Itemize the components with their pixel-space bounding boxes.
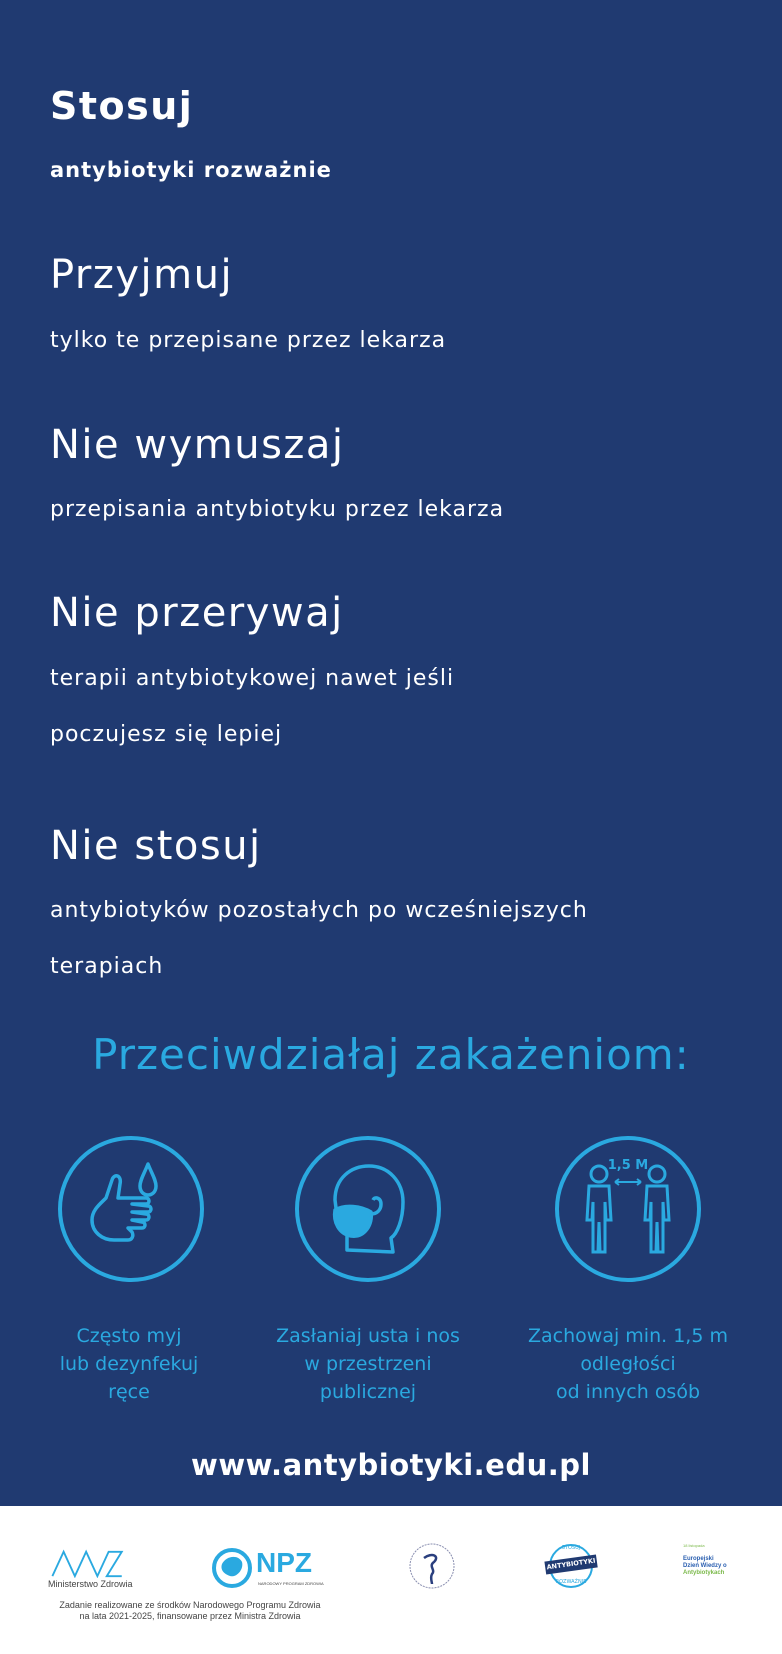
rule-text: antybiotyków pozostałych po wcześniejszy… <box>50 898 588 923</box>
prevention-caption: Często myj lub dezynfekuj ręce <box>59 1325 199 1403</box>
rule-title: Przyjmuj <box>50 252 234 298</box>
rule-text: poczujesz się lepiej <box>50 722 283 747</box>
poster: Stosuj antybiotyki rozważnie Przyjmuj ty… <box>0 0 782 1506</box>
face-mask-icon <box>295 1136 441 1282</box>
hand-wash-icon <box>58 1136 204 1282</box>
rule-text: antybiotyki rozważnie <box>50 158 332 182</box>
rule-title: Nie stosuj <box>50 823 262 869</box>
ministry-of-health-logo: Ministerstwo Zdrowia <box>48 1548 133 1590</box>
institute-seal-logo <box>408 1542 456 1594</box>
rule-text: terapii antybiotykowej nawet jeśli <box>50 666 455 691</box>
prevention-caption: Zasłaniaj usta i nos w przestrzeni publicz… <box>276 1325 460 1403</box>
npz-logo: NPZ NARODOWY PROGRAM ZDROWIA <box>212 1548 324 1590</box>
rule-title: Stosuj <box>50 84 194 128</box>
rule-title: Nie przerywaj <box>50 590 344 636</box>
stosuj-antybiotyki-badge: STOSUJ ANTYBIOTYKI ROZWAŻNIE <box>544 1544 598 1588</box>
rule-text: przepisania antybiotyku przez lekarza <box>50 497 505 522</box>
rule-text: terapiach <box>50 954 164 979</box>
rule-title: Nie wymuszaj <box>50 422 345 468</box>
website-link[interactable]: www.antybiotyki.edu.pl <box>191 1448 591 1482</box>
eaad-logo: 18 listopada Europejski Dzień Wiedzy o A… <box>683 1543 727 1576</box>
rule-text: tylko te przepisane przez lekarza <box>50 328 447 353</box>
distance-label: 1,5 M <box>607 1158 649 1173</box>
prevention-heading: Przeciwdziałaj zakażeniom: <box>92 1030 690 1079</box>
funding-note: Zadanie realizowane ze środków Narodoweg… <box>59 1600 321 1621</box>
prevention-caption: Zachowaj min. 1,5 m odległości od innych o… <box>528 1325 728 1403</box>
distance-icon: 1,5 M <box>555 1136 701 1282</box>
